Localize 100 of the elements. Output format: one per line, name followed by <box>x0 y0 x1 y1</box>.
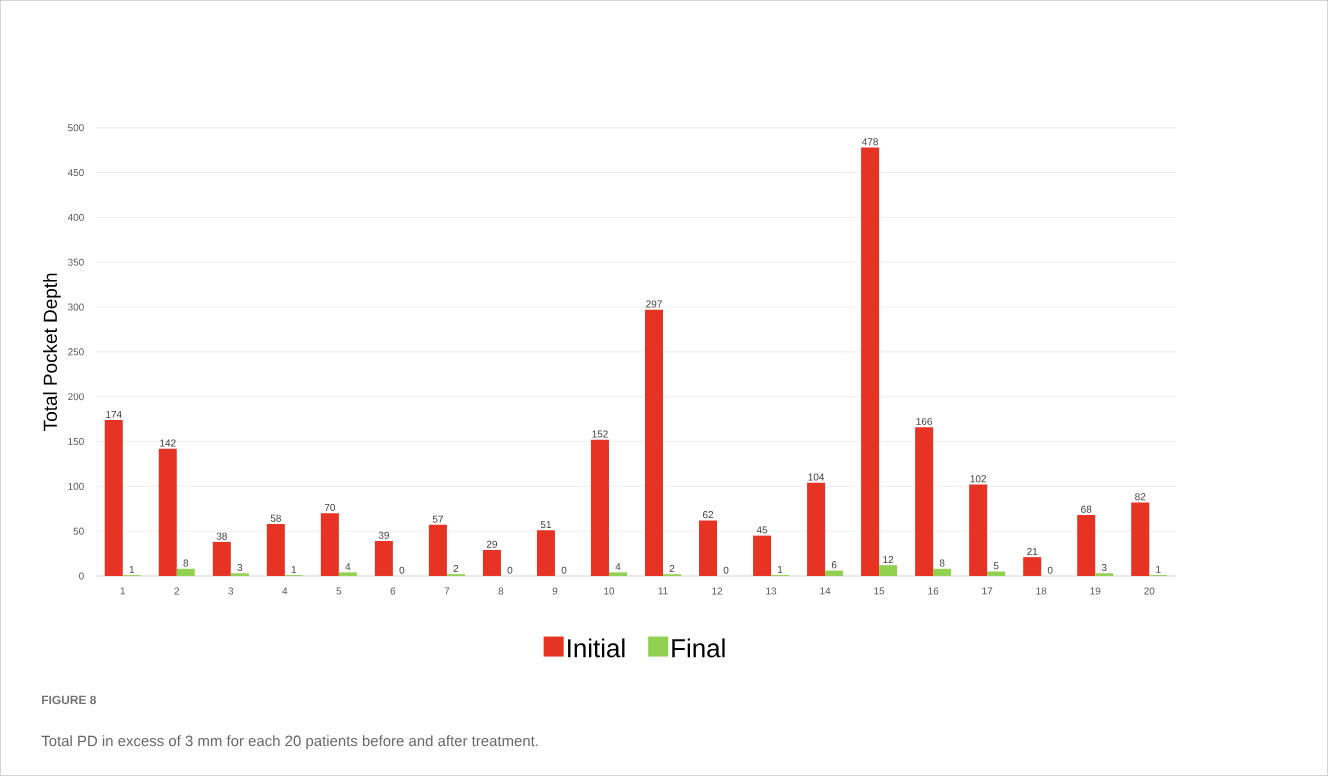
bar <box>1131 502 1150 577</box>
data-label: 45 <box>756 526 768 534</box>
x-tick-label: 20 <box>1144 587 1155 595</box>
y-tick-label: 200 <box>68 393 84 401</box>
x-tick-label: 7 <box>444 587 450 595</box>
data-label: 82 <box>1135 493 1146 501</box>
bar <box>158 448 177 577</box>
data-label: 29 <box>486 540 498 548</box>
data-label: 51 <box>540 521 552 529</box>
y-tick-label: 300 <box>67 303 84 311</box>
bar <box>590 439 609 577</box>
bar <box>374 541 393 577</box>
bar <box>861 147 880 577</box>
data-label: 70 <box>324 504 336 512</box>
bar <box>320 513 339 577</box>
x-tick-label: 2 <box>174 587 180 595</box>
x-tick-label: 11 <box>658 587 668 595</box>
data-label: 152 <box>592 430 608 438</box>
bar <box>879 565 898 577</box>
bar <box>753 535 772 577</box>
data-label: 8 <box>183 559 189 567</box>
x-tick-label: 14 <box>820 587 831 595</box>
x-tick-label: 12 <box>712 587 723 595</box>
x-tick-label: 18 <box>1036 587 1047 595</box>
data-label: 39 <box>378 531 389 539</box>
bar <box>212 542 231 577</box>
data-label: 2 <box>453 565 459 573</box>
legend-label: Final <box>672 638 725 658</box>
y-tick-label: 500 <box>68 124 84 132</box>
data-label: 6 <box>831 561 837 569</box>
bar <box>825 570 844 577</box>
bar <box>536 530 555 577</box>
bar <box>482 550 501 577</box>
data-label: 12 <box>883 556 894 564</box>
x-tick-label: 8 <box>498 587 504 595</box>
data-label: 4 <box>345 563 351 571</box>
y-tick-label: 150 <box>68 438 84 446</box>
data-label: 0 <box>561 566 567 574</box>
bar <box>266 524 285 577</box>
data-label: 5 <box>993 562 999 570</box>
caption: FIGURE 8 <box>42 695 97 705</box>
data-label: 1 <box>778 566 783 573</box>
x-tick-label: 17 <box>982 587 993 595</box>
x-tick-label: 5 <box>336 587 342 595</box>
data-label: 1 <box>1156 566 1161 573</box>
bar <box>338 572 357 577</box>
data-label: 1 <box>129 566 135 573</box>
data-label: 38 <box>216 532 227 540</box>
y-tick-label: 250 <box>68 348 84 356</box>
x-tick-label: 16 <box>928 587 939 595</box>
y-tick-label: 50 <box>73 527 84 535</box>
data-label: 174 <box>106 411 122 418</box>
bar <box>933 568 952 577</box>
bar <box>645 309 664 577</box>
data-label: 0 <box>723 566 729 574</box>
bar <box>230 573 249 577</box>
data-label: 8 <box>939 559 945 567</box>
x-tick-label: 3 <box>228 587 234 595</box>
data-label: 102 <box>970 475 986 483</box>
data-label: 478 <box>862 138 878 146</box>
x-tick-label: 19 <box>1090 587 1101 595</box>
data-label: 21 <box>1027 548 1038 556</box>
y-tick-label: 400 <box>67 213 84 222</box>
data-label: 297 <box>646 300 662 308</box>
data-label: 3 <box>237 564 243 572</box>
x-tick-label: 6 <box>390 587 396 595</box>
x-tick-label: 9 <box>552 587 558 595</box>
data-label: 0 <box>1047 566 1053 574</box>
bar <box>1095 573 1114 577</box>
x-tick-label: 10 <box>604 587 615 595</box>
x-tick-label: 4 <box>282 587 288 595</box>
bar <box>969 484 988 577</box>
x-tick-label: 15 <box>874 587 885 595</box>
bar <box>176 568 195 577</box>
legend-label: Initial <box>568 638 625 658</box>
data-label: 104 <box>808 473 825 481</box>
y-axis-title: Total Pocket Depth <box>43 273 61 432</box>
data-label: 58 <box>270 514 281 522</box>
data-label: 68 <box>1081 505 1092 513</box>
text: Total PD in excess of 3 mm for each 20 patients before and after treatment. <box>41 735 538 750</box>
data-label: 4 <box>615 563 621 571</box>
data-label: 0 <box>399 566 405 574</box>
data-label: 0 <box>507 566 513 574</box>
bar <box>1077 515 1096 577</box>
bar <box>699 520 718 577</box>
bar <box>915 427 934 577</box>
y-tick-label: 350 <box>67 258 84 266</box>
data-label: 62 <box>702 511 714 519</box>
data-label: 2 <box>669 565 675 573</box>
bar <box>104 420 123 577</box>
bar <box>1023 557 1042 577</box>
data-label: 142 <box>160 439 176 447</box>
bar <box>987 571 1006 577</box>
x-tick-label: 1 <box>120 587 126 595</box>
data-label: 57 <box>432 515 443 523</box>
x-tick-label: 13 <box>766 587 777 595</box>
bar <box>428 524 447 577</box>
y-tick-label: 0 <box>79 572 84 580</box>
y-tick-label: 450 <box>67 169 84 177</box>
data-label: 1 <box>291 566 297 573</box>
